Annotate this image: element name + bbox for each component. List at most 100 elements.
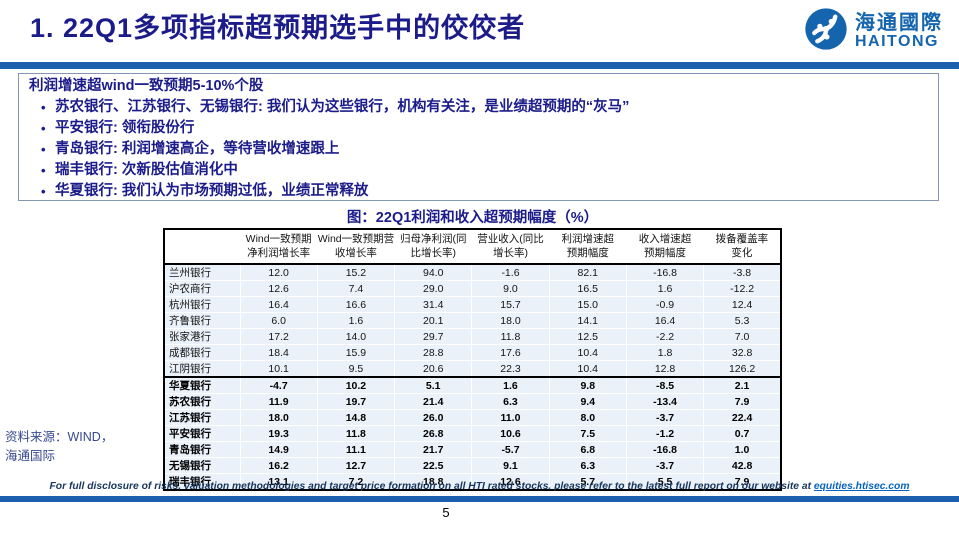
highlight-bullet: • 青岛银行: 利润增速高企，等待营收增速跟上: [29, 139, 928, 160]
bullet-text: 平安银行: 领衔股份行: [55, 120, 195, 136]
value-cell: 5.1: [394, 376, 472, 394]
value-cell: 11.0: [471, 409, 550, 426]
value-cell: 7.5: [548, 425, 627, 442]
value-cell: -3.8: [703, 263, 781, 281]
value-cell: 1.6: [471, 376, 550, 394]
value-cell: 12.6: [239, 280, 318, 297]
column-header-cell: Wind一致预期 净利润增长率: [240, 229, 318, 266]
highlight-bullet: • 瑞丰银行: 次新股估值消化中: [29, 160, 928, 181]
value-cell: 42.8: [703, 457, 781, 474]
value-cell: 0.7: [703, 425, 781, 442]
value-cell: 32.8: [703, 344, 781, 361]
table-row: 沪农商行 12.6 7.4 29.0 9.0 16.5 1.6 -12.2: [163, 280, 781, 297]
value-cell: 14.8: [316, 409, 395, 426]
value-cell: 26.8: [394, 425, 472, 442]
table-row: 兰州银行 12.0 15.2 94.0 -1.6 82.1 -16.8 -3.8: [163, 263, 781, 281]
value-cell: 7.0: [703, 328, 781, 345]
value-cell: 126.2: [703, 360, 781, 378]
value-cell: 16.6: [316, 296, 395, 313]
value-cell: 22.3: [471, 360, 550, 378]
column-header-cell: 营业收入(同比 增长率): [471, 229, 550, 266]
value-cell: 14.1: [548, 312, 627, 329]
value-cell: 5.5: [625, 473, 704, 491]
value-cell: 5.7: [548, 473, 627, 491]
bullet-text: 苏农银行、江苏银行、无锡银行: 我们认为这些银行，机构有关注，是业绩超预期的“灰…: [55, 99, 630, 115]
highlight-bullet: • 平安银行: 领衔股份行: [29, 118, 928, 139]
bullet-icon: •: [41, 142, 46, 157]
value-cell: 19.7: [316, 393, 395, 410]
bullet-icon: •: [41, 184, 46, 199]
value-cell: 10.2: [316, 376, 395, 394]
highlight-heading: 利润增速超wind一致预期5-10%个股: [29, 78, 264, 94]
highlight-bullet: • 苏农银行、江苏银行、无锡银行: 我们认为这些银行，机构有关注，是业绩超预期的“…: [29, 97, 928, 118]
title-divider-bar: [0, 62, 959, 69]
value-cell: 21.4: [394, 393, 472, 410]
value-cell: 16.5: [548, 280, 627, 297]
disclaimer-link[interactable]: equities.htisec.com: [813, 481, 910, 492]
bank-name-cell: 瑞丰银行: [163, 473, 240, 491]
value-cell: 14.9: [239, 441, 318, 458]
value-cell: 7.2: [316, 473, 395, 491]
table-row: 青岛银行 14.9 11.1 21.7 -5.7 6.8 -16.8 1.0: [163, 441, 781, 458]
bank-name-cell: 成都银行: [163, 344, 240, 361]
column-header-cell: 收入增速超 预期幅度: [626, 229, 704, 266]
table-row: 杭州银行 16.4 16.6 31.4 15.7 15.0 -0.9 12.4: [163, 296, 781, 313]
table-row: 江苏银行 18.0 14.8 26.0 11.0 8.0 -3.7 22.4: [163, 409, 781, 426]
column-header-cell: 归母净利润(同 比增长率): [394, 229, 472, 266]
value-cell: 15.2: [316, 263, 395, 281]
value-cell: 6.0: [239, 312, 318, 329]
value-cell: 9.0: [471, 280, 550, 297]
bank-name-cell: 兰州银行: [163, 263, 240, 281]
column-header-cell: [164, 229, 240, 266]
table-header: Wind一致预期 净利润增长率 Wind一致预期营 收增长率 归母净利润(同 比增长…: [164, 229, 781, 266]
value-cell: 10.4: [548, 344, 627, 361]
bank-name-cell: 华夏银行: [163, 376, 240, 394]
page-number: 5: [442, 505, 450, 520]
value-cell: 8.0: [548, 409, 627, 426]
value-cell: 12.8: [625, 360, 704, 378]
haitong-logo: 海通國際 HAITONG: [804, 7, 943, 56]
value-cell: 12.5: [548, 328, 627, 345]
value-cell: 11.9: [239, 393, 318, 410]
value-cell: 7.9: [703, 473, 781, 491]
value-cell: 1.8: [625, 344, 704, 361]
value-cell: 18.0: [471, 312, 550, 329]
column-header-cell: 拨备覆盖率 变化: [703, 229, 781, 266]
table-row: 苏农银行 11.9 19.7 21.4 6.3 9.4 -13.4 7.9: [163, 393, 781, 410]
page-title: 1. 22Q1多项指标超预期选手中的佼佼者: [30, 13, 526, 43]
bank-name-cell: 张家港行: [163, 328, 240, 345]
value-cell: 20.6: [394, 360, 472, 378]
metrics-table: Wind一致预期 净利润增长率 Wind一致预期营 收增长率 归母净利润(同 比增长…: [163, 228, 782, 492]
value-cell: 1.6: [625, 280, 704, 297]
value-cell: 9.4: [548, 393, 627, 410]
value-cell: -5.7: [471, 441, 550, 458]
logo-text-cn: 海通國際: [855, 11, 943, 34]
table-row: 成都银行 18.4 15.9 28.8 17.6 10.4 1.8 32.8: [163, 344, 781, 361]
value-cell: 6.8: [548, 441, 627, 458]
value-cell: -16.8: [625, 441, 704, 458]
value-cell: 9.8: [548, 376, 627, 394]
highlight-bullet: • 华夏银行: 我们认为市场预期过低，业绩正常释放: [29, 181, 928, 202]
value-cell: 18.0: [239, 409, 318, 426]
value-cell: 9.1: [471, 457, 550, 474]
table-row: 平安银行 19.3 11.8 26.8 10.6 7.5 -1.2 0.7: [163, 425, 781, 442]
value-cell: 31.4: [394, 296, 472, 313]
value-cell: 17.2: [239, 328, 318, 345]
value-cell: 28.8: [394, 344, 472, 361]
value-cell: -0.9: [625, 296, 704, 313]
table-row: 张家港行 17.2 14.0 29.7 11.8 12.5 -2.2 7.0: [163, 328, 781, 345]
bullet-text: 瑞丰银行: 次新股估值消化中: [55, 162, 238, 178]
value-cell: 12.7: [316, 457, 395, 474]
bank-name-cell: 苏农银行: [163, 393, 240, 410]
value-cell: -16.8: [625, 263, 704, 281]
value-cell: 10.1: [239, 360, 318, 378]
value-cell: 21.7: [394, 441, 472, 458]
value-cell: 7.4: [316, 280, 395, 297]
value-cell: 16.4: [239, 296, 318, 313]
value-cell: 18.8: [394, 473, 472, 491]
table-row: 齐鲁银行 6.0 1.6 20.1 18.0 14.1 16.4 5.3: [163, 312, 781, 329]
value-cell: 9.5: [316, 360, 395, 378]
footer-divider-bar: [0, 496, 959, 502]
value-cell: 14.0: [316, 328, 395, 345]
value-cell: -13.4: [625, 393, 704, 410]
